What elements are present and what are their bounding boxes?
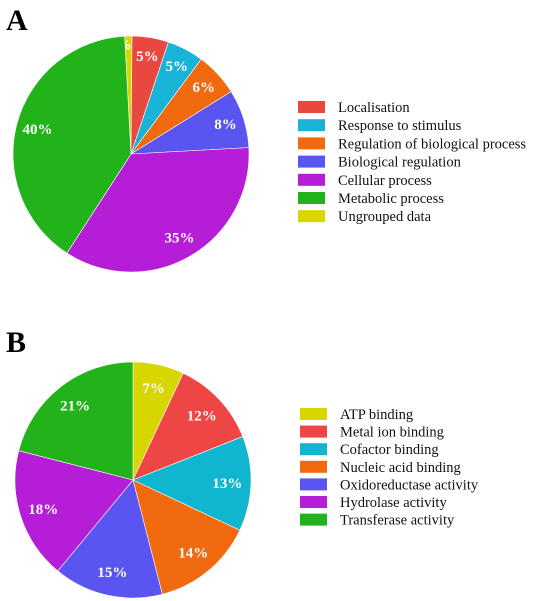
legend-label-oxidoreductase-activity: Oxidoreductase activity — [340, 477, 479, 493]
panel-b: B 7% 12% 13% 14% 15% 18% 21% ATP binding Metal … — [6, 326, 479, 599]
slice-label-transferase-activity: 21% — [60, 398, 90, 414]
legend-item-biological-regulation: Biological regulation — [298, 155, 462, 171]
legend-item-localisation: Localisation — [298, 100, 410, 116]
legend-swatch-ungrouped-data — [298, 210, 325, 223]
legend-item-nucleic-acid-binding: Nucleic acid binding — [300, 460, 461, 476]
legend-label-ungrouped-data: Ungrouped data — [338, 209, 432, 225]
slice-label-nucleic-acid-binding: 14% — [178, 546, 208, 562]
slice-label-atp-binding: 7% — [142, 381, 165, 397]
panel-a: A 1%5%5%6%8%35%40% LocalisationResponse … — [6, 4, 526, 273]
legend-label-metabolic-process: Metabolic process — [338, 191, 444, 207]
pie-slice-cellular-process — [66, 147, 250, 273]
pie-slice-metabolic-process — [12, 35, 132, 254]
slice-label-cofactor-binding: 13% — [212, 476, 242, 492]
legend-label-nucleic-acid-binding: Nucleic acid binding — [340, 460, 461, 476]
legend-label-hydrolase-activity: Hydrolase activity — [340, 495, 447, 511]
legend-swatch-regulation-of-biological-process — [298, 137, 325, 150]
pie-slice-hydrolase-activity — [14, 450, 134, 572]
legend-label-cofactor-binding: Cofactor binding — [340, 442, 439, 458]
legend-swatch-metal-ion-binding — [300, 425, 327, 438]
legend-item-transferase-activity: Transferase activity — [300, 513, 455, 529]
legend-swatch-response-to-stimulus — [298, 119, 325, 132]
legend-swatch-transferase-activity — [300, 513, 327, 526]
pie-chart-b: 7% 12% 13% 14% 15% 18% 21% — [14, 361, 252, 599]
slice-label-cellular-process: 35% — [165, 231, 195, 247]
pie-slice-oxidoreductase-activity — [57, 479, 163, 599]
legend-item-oxidoreductase-activity: Oxidoreductase activity — [300, 477, 479, 493]
pie-chart-a: 1%5%5%6%8%35%40% — [12, 35, 250, 273]
legend-item-cofactor-binding: Cofactor binding — [300, 442, 439, 458]
legend-item-hydrolase-activity: Hydrolase activity — [300, 495, 447, 511]
legend-label-biological-regulation: Biological regulation — [338, 155, 462, 171]
legend-swatch-cofactor-binding — [300, 443, 327, 456]
slice-label-response-to-stimulus: 5% — [166, 59, 189, 75]
legend-item-metal-ion-binding: Metal ion binding — [300, 425, 444, 441]
legend-label-cellular-process: Cellular process — [338, 173, 432, 189]
legend-label-response-to-stimulus: Response to stimulus — [338, 118, 462, 134]
legend-swatch-cellular-process — [298, 173, 325, 186]
legend-a: Localisation Response to stimulus Regulati… — [298, 100, 526, 225]
legend-item-regulation-of-biological-process: Regulation of biological process — [298, 136, 526, 152]
slice-label-regulation-of-biological-process: 6% — [193, 80, 216, 96]
legend-item-ungrouped-data: Ungrouped data — [298, 209, 432, 225]
slice-label-biological-regulation: 8% — [214, 117, 237, 133]
legend-label-atp-binding: ATP binding — [340, 407, 413, 423]
legend-swatch-biological-regulation — [298, 155, 325, 168]
panel-a-label: A — [6, 4, 28, 37]
legend-item-response-to-stimulus: Response to stimulus — [298, 118, 462, 134]
slice-label-hydrolase-activity: 18% — [28, 502, 58, 518]
panel-b-label: B — [6, 326, 26, 359]
slice-label-oxidoreductase-activity: 15% — [97, 565, 127, 581]
slice-label-metal-ion-binding: 12% — [187, 408, 217, 424]
pie-slice-transferase-activity — [18, 361, 134, 481]
legend-swatch-hydrolase-activity — [300, 496, 327, 508]
legend-item-metabolic-process: Metabolic process — [298, 191, 444, 207]
legend-label-transferase-activity: Transferase activity — [340, 513, 455, 529]
slice-label-metabolic-process: 40% — [23, 122, 53, 138]
pie-slice-metal-ion-binding — [132, 372, 244, 481]
legend-swatch-metabolic-process — [298, 192, 325, 204]
legend-label-metal-ion-binding: Metal ion binding — [340, 425, 444, 441]
legend-swatch-localisation — [298, 101, 325, 113]
legend-label-localisation: Localisation — [338, 100, 410, 116]
legend-swatch-nucleic-acid-binding — [300, 460, 327, 473]
legend-item-cellular-process: Cellular process — [298, 173, 432, 189]
legend-label-regulation-of-biological-process: Regulation of biological process — [338, 136, 526, 152]
legend-item-atp-binding: ATP binding — [300, 407, 413, 423]
legend-swatch-oxidoreductase-activity — [300, 478, 327, 491]
slice-label-localisation: 5% — [136, 49, 159, 65]
pie-slice-cofactor-binding — [132, 436, 252, 531]
pie-slice-nucleic-acid-binding — [132, 479, 241, 595]
legend-swatch-atp-binding — [300, 408, 327, 420]
